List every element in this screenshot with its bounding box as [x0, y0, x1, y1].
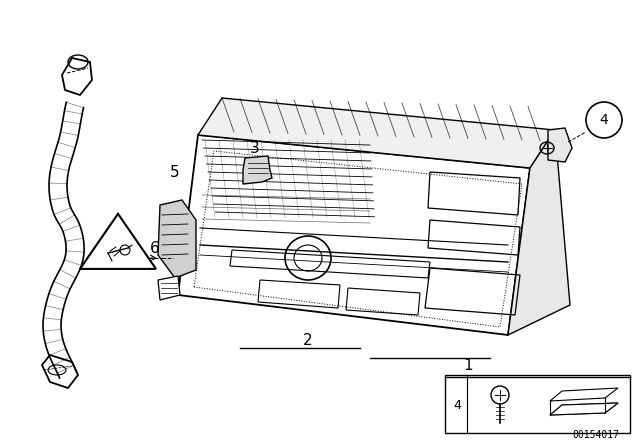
Bar	[445, 375, 630, 433]
Polygon shape	[548, 128, 572, 162]
Circle shape	[586, 102, 622, 138]
Polygon shape	[550, 403, 618, 415]
Text: 1: 1	[463, 358, 473, 372]
Text: 3: 3	[250, 141, 260, 155]
Text: 4: 4	[453, 399, 461, 412]
Polygon shape	[158, 200, 196, 278]
Polygon shape	[508, 130, 570, 335]
Text: 00154017: 00154017	[573, 430, 620, 440]
Polygon shape	[550, 403, 618, 415]
Text: 2: 2	[303, 332, 313, 348]
Text: 6: 6	[150, 241, 160, 255]
Polygon shape	[178, 135, 530, 335]
Text: 5: 5	[170, 164, 180, 180]
Polygon shape	[243, 156, 272, 184]
Polygon shape	[198, 98, 555, 168]
Text: 4: 4	[600, 113, 609, 127]
Polygon shape	[158, 276, 180, 300]
